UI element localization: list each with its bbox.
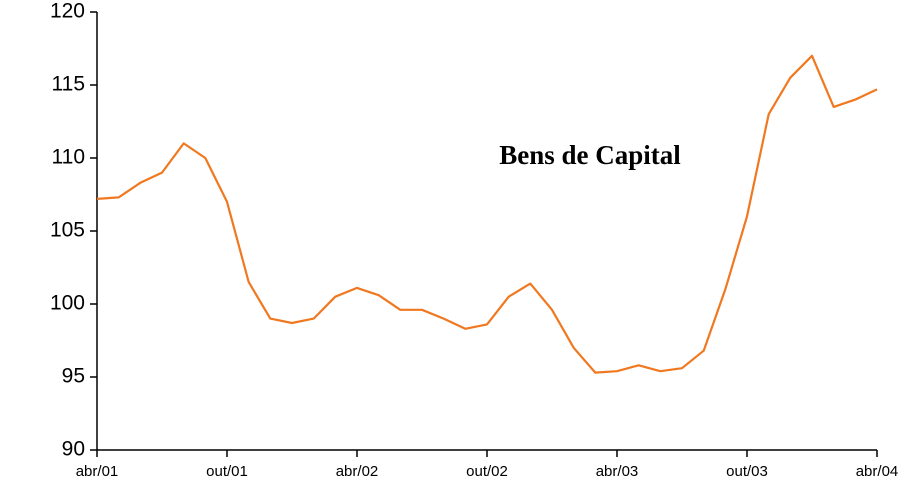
y-tick-label: 100 — [50, 292, 85, 315]
x-tick-label: abr/03 — [596, 463, 639, 480]
x-tick-label: abr/02 — [336, 463, 379, 480]
x-tick-label: out/02 — [466, 463, 508, 480]
data-line — [96, 54, 878, 374]
x-tick-label: abr/04 — [856, 463, 899, 480]
x-tick-label: out/03 — [726, 463, 768, 480]
y-tick-label: 110 — [52, 146, 85, 169]
y-tick-label: 115 — [52, 73, 85, 96]
y-tick-label: 90 — [62, 438, 85, 461]
y-tick-label: 120 — [50, 0, 85, 23]
annotation: Bens de Capital — [499, 140, 681, 170]
y-tick-label: 105 — [50, 219, 85, 242]
x-tick-label: out/01 — [206, 463, 248, 480]
x-tick-label: abr/01 — [76, 463, 119, 480]
y-tick-label: 95 — [62, 365, 85, 388]
